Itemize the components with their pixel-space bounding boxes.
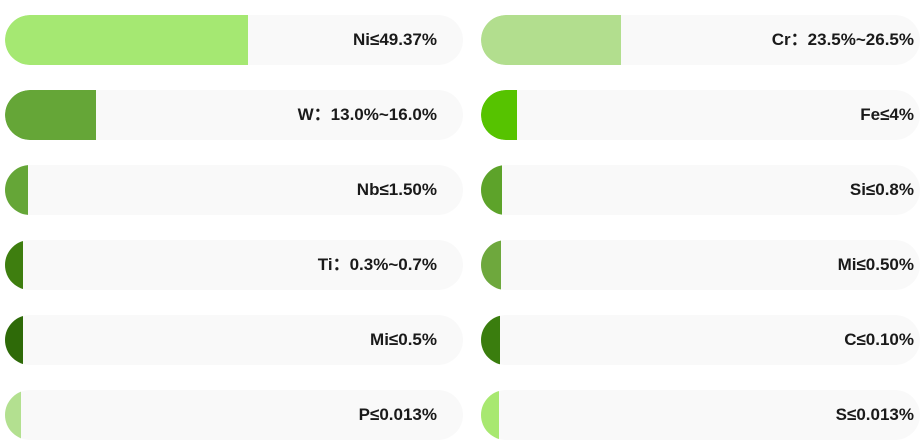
- composition-bar-nb: Nb≤1.50%: [5, 165, 463, 215]
- bar-fill: [5, 90, 96, 140]
- composition-bar-fe: Fe≤4%: [481, 90, 920, 140]
- composition-bar-p: P≤0.013%: [5, 390, 463, 440]
- bar-label: Mi≤0.50%: [837, 255, 914, 274]
- left-composition-column: Ni≤49.37% W：13.0%~16.0% Nb≤1.50% Ti：0.3%…: [5, 15, 463, 445]
- bar-label: Ni≤49.37%: [353, 30, 437, 49]
- bar-fill: [5, 240, 24, 290]
- bar-label: W：13.0%~16.0%: [297, 105, 437, 124]
- bar-label: Ti：0.3%~0.7%: [317, 255, 437, 274]
- right-composition-column: Cr：23.5%~26.5% Fe≤4% Si≤0.8% Mi≤0.50% C≤…: [481, 15, 920, 445]
- bar-fill: [5, 165, 28, 215]
- composition-bar-cr: Cr：23.5%~26.5%: [481, 15, 920, 65]
- composition-bar-c: C≤0.10%: [481, 315, 920, 365]
- bar-label: Fe≤4%: [860, 105, 914, 124]
- bar-label: Cr：23.5%~26.5%: [771, 30, 914, 49]
- bar-label: Si≤0.8%: [849, 180, 914, 199]
- bar-fill: [5, 390, 22, 440]
- bar-label: Nb≤1.50%: [356, 180, 437, 199]
- bar-fill: [481, 165, 503, 215]
- bar-label: S≤0.013%: [835, 405, 914, 424]
- bar-fill: [481, 15, 621, 65]
- bar-fill: [481, 240, 502, 290]
- bar-fill: [5, 15, 248, 65]
- composition-bar-w: W：13.0%~16.0%: [5, 90, 463, 140]
- composition-bar-si: Si≤0.8%: [481, 165, 920, 215]
- composition-bar-mi: Mi≤0.5%: [5, 315, 463, 365]
- bar-label: Mi≤0.5%: [370, 330, 437, 349]
- composition-bar-mi-right: Mi≤0.50%: [481, 240, 920, 290]
- bar-fill: [481, 90, 518, 140]
- bar-fill: [5, 315, 24, 365]
- composition-bar-s: S≤0.013%: [481, 390, 920, 440]
- bar-label: C≤0.10%: [844, 330, 914, 349]
- composition-bar-ni: Ni≤49.37%: [5, 15, 463, 65]
- bar-fill: [481, 315, 500, 365]
- bar-label: P≤0.013%: [358, 405, 437, 424]
- composition-bar-ti: Ti：0.3%~0.7%: [5, 240, 463, 290]
- bar-fill: [481, 390, 499, 440]
